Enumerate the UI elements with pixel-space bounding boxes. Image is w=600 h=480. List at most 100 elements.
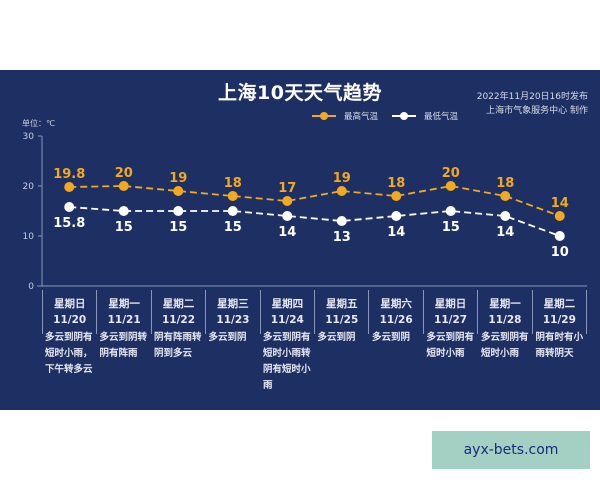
high-temp-point (445, 181, 456, 191)
high-temp-label: 19.8 (53, 167, 85, 182)
low-temp-label: 14 (496, 225, 514, 240)
legend-high-label: 最高气温 (344, 112, 379, 122)
low-temp-line (69, 206, 561, 237)
day-header: 星期四 11/24 (259, 290, 314, 334)
low-temp-label: 13 (333, 230, 351, 245)
weather-description: 多云到阴 (317, 332, 356, 343)
publish-info: 2022年11月20日16时发布 上海市气象服务中心 制作 (477, 90, 588, 118)
high-temp-label: 19 (333, 171, 351, 186)
low-temp-point (64, 202, 75, 212)
high-temp-point (118, 181, 129, 191)
watermark: ayx-bets.com (432, 431, 590, 469)
day-header: 星期一 11/28 (477, 290, 531, 334)
day-header: 星期六 11/26 (368, 290, 422, 334)
weekday: 星期四 (271, 298, 304, 310)
weather-description: 多云到阴有短时小雨，下午转多云 (45, 332, 93, 375)
low-temp-point (118, 206, 129, 216)
day-header: 星期五 11/25 (314, 290, 368, 334)
chart-panel (0, 70, 600, 410)
low-temp-label: 10 (551, 245, 569, 260)
high-temp-label: 20 (442, 166, 460, 181)
day-header: 星期日 11/27 (422, 290, 477, 334)
high-temp-point (391, 191, 402, 201)
day-header: 星期三 11/23 (205, 290, 259, 334)
y-tick-label: 10 (23, 232, 35, 242)
producer: 上海市气象服务中心 制作 (486, 106, 588, 116)
weekday: 星期二 (543, 298, 576, 310)
publish-time: 2022年11月20日16时发布 (476, 92, 588, 102)
high-temp-point (227, 191, 238, 201)
date: 11/23 (216, 314, 250, 326)
weekday: 星期日 (434, 298, 467, 310)
high-temp-label: 17 (278, 181, 296, 196)
day-header-row: 星期日 11/20 星期一 11/21 星期二 11/22 星期三 11/23 星期四 11/24… (42, 290, 588, 334)
day-header: 星期二 11/29 (531, 290, 588, 334)
weather-description: 阴有阵雨转阴到多云 (154, 332, 202, 359)
high-temp-point (173, 186, 184, 196)
high-temp-label: 20 (115, 166, 133, 181)
weather-description: 多云到阴有短时小雨 (481, 332, 529, 359)
weekday: 星期六 (380, 298, 412, 310)
date: 11/25 (325, 314, 359, 326)
weather-description-row: 多云到阴有短时小雨，下午转多云 多云到阴转阴有阵雨 阴有阵雨转阴到多云 多云到阴 多云到… (42, 330, 587, 394)
date: 11/21 (107, 314, 141, 326)
date: 11/29 (542, 314, 576, 326)
weekday: 星期一 (489, 298, 521, 310)
chart-title: 上海10天天气趋势 (218, 82, 382, 104)
weather-description: 多云到阴有短时小雨转阴有短时小雨 (263, 332, 311, 391)
high-temp-label: 14 (551, 196, 569, 211)
y-tick-label: 0 (28, 282, 34, 292)
low-temp-point (391, 211, 402, 221)
high-temp-point (64, 182, 75, 192)
unit-label: 单位：℃ (22, 119, 55, 128)
high-temp-label: 18 (496, 176, 514, 191)
high-temp-point (554, 211, 565, 221)
low-temp-label: 15 (115, 220, 133, 235)
legend-low-label: 最低气温 (424, 112, 459, 122)
legend-high: 最高气温 (312, 109, 378, 123)
low-temp-point (554, 231, 565, 241)
low-temp-label: 15 (224, 220, 242, 235)
date: 11/26 (379, 314, 413, 326)
weather-description: 多云到阴有短时小雨 (426, 332, 475, 359)
high-temp-label: 19 (169, 171, 187, 186)
weekday: 星期一 (108, 298, 140, 310)
y-tick-label: 30 (23, 132, 35, 142)
high-temp-line (69, 185, 561, 217)
low-temp-label: 15.8 (53, 216, 85, 231)
low-temp-point (173, 206, 184, 216)
date: 11/22 (161, 314, 196, 326)
high-temp-label: 18 (224, 176, 242, 191)
low-line-marker-icon (392, 112, 416, 120)
low-temp-point (500, 211, 511, 221)
low-temp-point (336, 216, 347, 226)
weekday: 星期五 (325, 298, 358, 310)
day-header: 星期二 11/22 (150, 290, 205, 334)
high-temp-point (336, 186, 347, 196)
low-temp-point (282, 211, 293, 221)
legend-low: 最低气温 (392, 109, 458, 123)
low-temp-label: 14 (387, 225, 405, 240)
low-temp-point (445, 206, 456, 216)
weather-description: 多云到阴 (208, 332, 247, 343)
date: 11/20 (53, 314, 87, 326)
high-temp-label: 18 (387, 176, 405, 191)
low-temp-label: 15 (169, 220, 187, 235)
weekday: 星期二 (162, 298, 195, 310)
high-line-marker-icon (312, 112, 336, 120)
weekday: 星期三 (217, 298, 249, 310)
weather-description: 阴有时有小雨转阴天 (535, 332, 584, 359)
day-header: 星期一 11/21 (96, 290, 150, 334)
y-tick-label: 20 (23, 182, 35, 192)
date: 11/28 (488, 314, 522, 326)
high-temp-point (500, 191, 511, 201)
date: 11/24 (270, 314, 304, 326)
weekday: 星期日 (53, 298, 86, 310)
weather-description: 多云到阴 (372, 332, 411, 343)
date: 11/27 (434, 314, 468, 326)
day-header: 星期日 11/20 (42, 290, 96, 334)
low-temp-label: 14 (278, 225, 296, 240)
low-temp-point (227, 206, 238, 216)
low-temp-label: 15 (442, 220, 460, 235)
